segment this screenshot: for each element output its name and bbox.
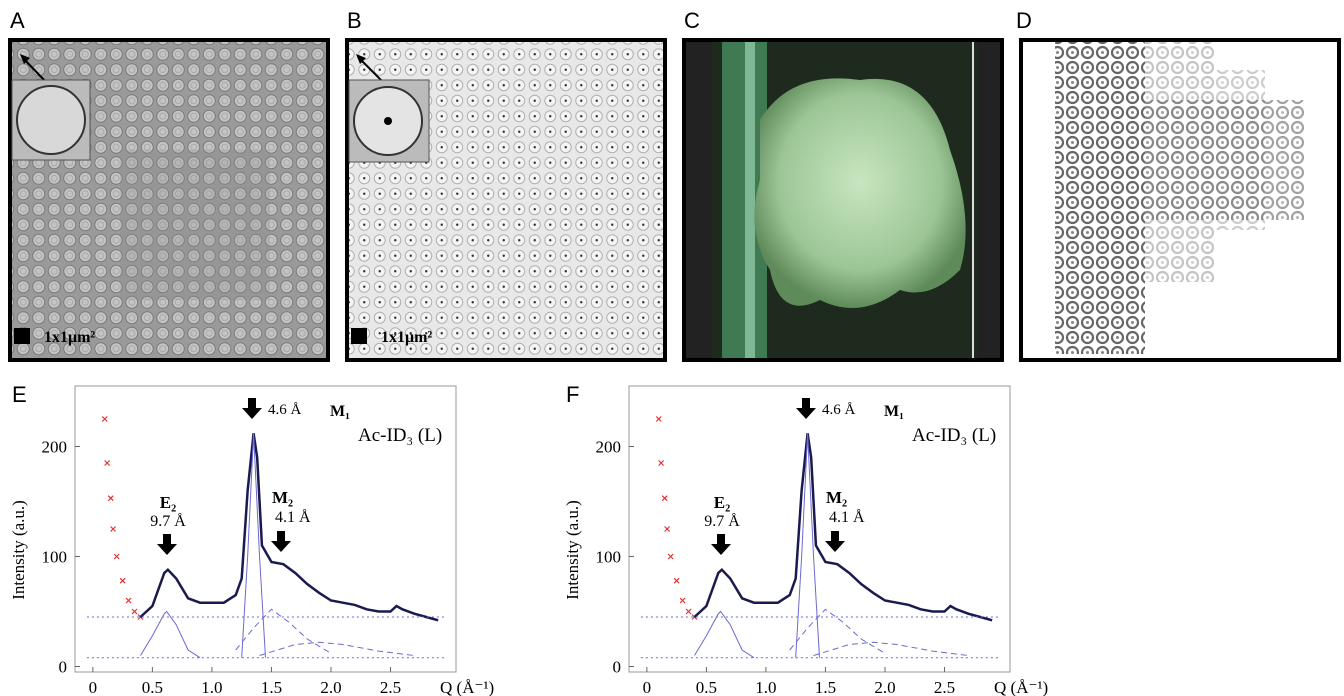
x-tick-label: 1.5 xyxy=(261,678,282,696)
arrow xyxy=(271,531,291,552)
annotation: Ac-ID₃ (L) xyxy=(912,425,996,446)
annotation: M₁ xyxy=(330,403,350,420)
y-tick-label: 0 xyxy=(59,658,68,677)
data-point xyxy=(125,597,132,604)
data-point xyxy=(107,495,114,502)
panel-label: F xyxy=(566,382,579,407)
data-point xyxy=(101,416,108,422)
series-line xyxy=(694,610,755,659)
panel-label: E xyxy=(12,382,27,407)
annotation: 9.7 Å xyxy=(704,512,740,530)
panel-label: D xyxy=(1016,8,1032,33)
y-tick-label: 0 xyxy=(613,658,622,677)
x-axis-label: Q (Å⁻¹) xyxy=(994,678,1048,696)
y-axis-label: Intensity (a.u.) xyxy=(563,500,582,600)
data-point xyxy=(655,416,662,422)
series-line xyxy=(693,433,993,622)
x-tick-label: 0.5 xyxy=(142,678,163,696)
scale-bar-label: 1x1μm² xyxy=(44,329,95,346)
series-line xyxy=(139,433,439,622)
data-point xyxy=(664,526,671,532)
data-point xyxy=(113,553,120,560)
annotation: 9.7 Å xyxy=(150,512,186,530)
series-line xyxy=(235,608,332,654)
y-tick-label: 200 xyxy=(596,438,622,457)
series-line xyxy=(795,433,820,658)
x-tick-label: 0 xyxy=(89,678,98,696)
annotation: E₂ xyxy=(160,493,176,512)
annotation: 4.6 Å xyxy=(822,402,856,418)
annotation: 4.1 Å xyxy=(829,508,865,526)
y-tick-label: 200 xyxy=(42,438,68,457)
data-point xyxy=(119,577,126,584)
data-point xyxy=(673,577,680,584)
panel-b xyxy=(345,38,667,362)
arrow xyxy=(796,398,816,419)
annotation: M₂ xyxy=(272,488,293,507)
series-line xyxy=(259,641,415,656)
data-point xyxy=(685,608,692,615)
x-tick-label: 2.0 xyxy=(874,678,895,696)
series-line xyxy=(140,610,201,659)
data-point xyxy=(658,460,665,466)
arrow xyxy=(825,531,845,552)
arrow xyxy=(157,534,177,555)
x-tick-label: 2.5 xyxy=(380,678,401,696)
panel-d xyxy=(1019,38,1341,362)
data-point xyxy=(131,608,138,615)
data-point xyxy=(104,460,111,466)
series-line xyxy=(241,433,266,658)
arrow xyxy=(711,534,731,555)
x-tick-label: 1.0 xyxy=(755,678,776,696)
y-tick-label: 100 xyxy=(596,548,622,567)
x-tick-label: 0 xyxy=(643,678,652,696)
plot-frame xyxy=(74,385,457,673)
plot-frame xyxy=(628,385,1011,673)
y-tick-label: 100 xyxy=(42,548,68,567)
annotation: 4.1 Å xyxy=(275,508,311,526)
x-tick-label: 2.0 xyxy=(320,678,341,696)
annotation: M₂ xyxy=(826,488,847,507)
panel-label: B xyxy=(347,8,362,33)
panel-c xyxy=(682,38,1004,362)
data-point xyxy=(679,597,686,604)
annotation: Ac-ID₃ (L) xyxy=(358,425,442,446)
x-tick-label: 0.5 xyxy=(696,678,717,696)
annotation: E₂ xyxy=(714,493,730,512)
panel-label: C xyxy=(684,8,700,33)
annotation: M₁ xyxy=(884,403,904,420)
y-axis-label: Intensity (a.u.) xyxy=(9,500,28,600)
x-tick-label: 1.0 xyxy=(201,678,222,696)
x-axis-label: Q (Å⁻¹) xyxy=(440,678,494,696)
scale-bar-label: 1x1μm² xyxy=(381,329,432,346)
panel-label: A xyxy=(10,8,25,33)
data-point xyxy=(110,526,117,532)
arrow xyxy=(242,398,262,419)
data-point xyxy=(661,495,668,502)
x-tick-label: 1.5 xyxy=(815,678,836,696)
data-point xyxy=(667,553,674,560)
x-tick-label: 2.5 xyxy=(934,678,955,696)
series-line xyxy=(813,641,969,656)
series-line xyxy=(789,608,886,654)
panel-a xyxy=(8,38,330,362)
annotation: 4.6 Å xyxy=(268,402,302,418)
